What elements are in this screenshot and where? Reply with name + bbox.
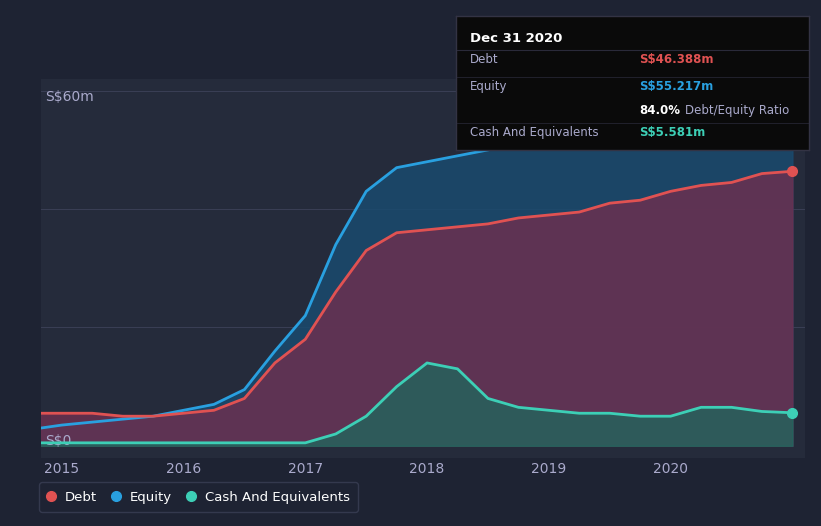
Text: S$60m: S$60m	[45, 90, 94, 104]
Text: S$46.388m: S$46.388m	[640, 53, 713, 66]
Text: 84.0%: 84.0%	[640, 104, 681, 117]
Text: Dec 31 2020: Dec 31 2020	[470, 32, 562, 45]
Text: S$0: S$0	[45, 434, 71, 448]
Text: S$5.581m: S$5.581m	[640, 126, 705, 139]
Text: Cash And Equivalents: Cash And Equivalents	[470, 126, 599, 139]
Text: Debt/Equity Ratio: Debt/Equity Ratio	[686, 104, 789, 117]
Text: S$55.217m: S$55.217m	[640, 80, 713, 93]
Text: Debt: Debt	[470, 53, 498, 66]
Legend: Debt, Equity, Cash And Equivalents: Debt, Equity, Cash And Equivalents	[39, 482, 358, 512]
Text: Equity: Equity	[470, 80, 507, 93]
